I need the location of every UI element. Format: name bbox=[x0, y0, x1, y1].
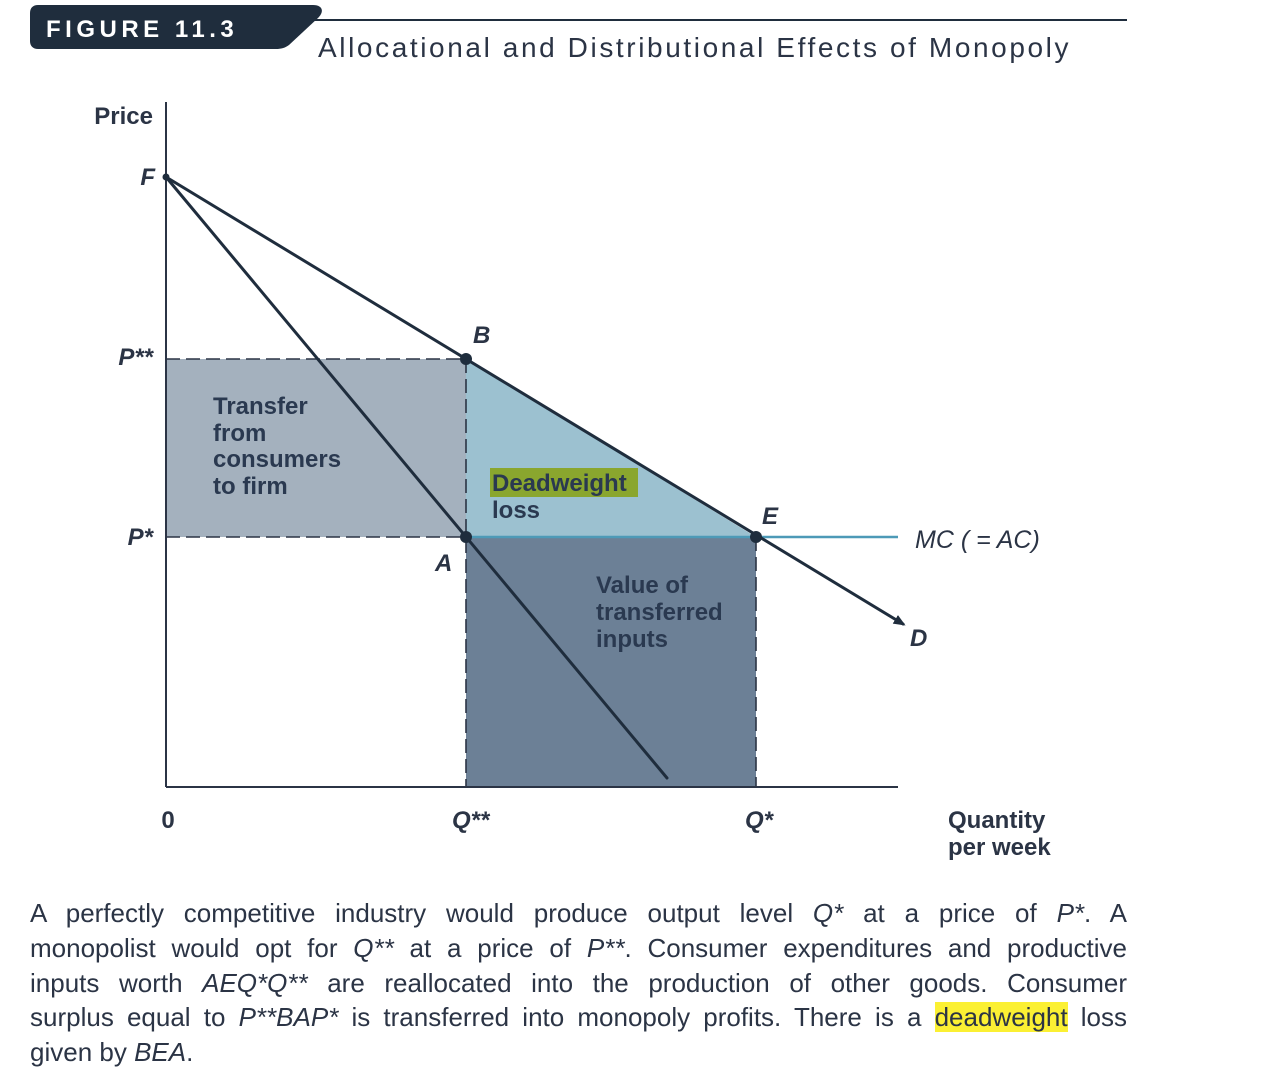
caption-text: loss bbox=[1067, 1002, 1127, 1033]
demand-curve bbox=[164, 175, 906, 626]
caption-symbol-bea: BEA bbox=[134, 1037, 187, 1068]
caption-text: monopolist would opt for bbox=[30, 932, 354, 963]
demand-curve-label: D bbox=[910, 625, 927, 652]
figure-number: FIGURE 11.3 bbox=[46, 16, 238, 43]
caption-symbol-p-star: P* bbox=[1056, 898, 1085, 928]
figure-header: FIGURE 11.3 Allocational and Distributio… bbox=[30, 5, 1127, 63]
figure-number-tab bbox=[30, 5, 322, 49]
x-axis-label-line1: Quantity bbox=[948, 807, 1046, 834]
figure-caption: A perfectly competitive industry would p… bbox=[30, 896, 1127, 1070]
p-double-star-label: P** bbox=[118, 344, 154, 371]
point-a bbox=[460, 531, 472, 543]
transfer-area bbox=[166, 359, 466, 537]
caption-text: surplus equal to bbox=[30, 1002, 239, 1033]
origin-label: 0 bbox=[161, 807, 174, 834]
q-double-star-label: Q** bbox=[452, 807, 491, 834]
caption-text: is transferred into monopoly profits. Th… bbox=[338, 1002, 935, 1033]
transfer-label-line4: to firm bbox=[213, 473, 288, 500]
caption-symbol-q-double-star: Q** bbox=[353, 932, 394, 963]
caption-text: A perfectly competitive industry would p… bbox=[30, 898, 813, 928]
caption-text: are reallocated into the production of o… bbox=[307, 967, 1128, 998]
transferred-inputs-region-label: Value of transferred inputs bbox=[596, 572, 723, 653]
transfer-label-line1: Transfer bbox=[213, 393, 308, 420]
inputs-label-line1: Value of bbox=[596, 572, 689, 599]
point-b bbox=[460, 353, 472, 365]
caption-symbol-p-double-star: P** bbox=[586, 932, 625, 963]
caption-line-5: given by BEA. bbox=[30, 1035, 1127, 1070]
caption-symbol-q-star: Q* bbox=[812, 898, 844, 928]
marginal-revenue-curve bbox=[164, 175, 669, 780]
transfer-region-label: Transfer from consumers to firm bbox=[213, 393, 341, 500]
caption-line-3: inputs worth AEQ*Q** are reallocated int… bbox=[30, 966, 1127, 1001]
p-star-label: P* bbox=[128, 524, 155, 551]
caption-line-1: A perfectly competitive industry would p… bbox=[30, 896, 1127, 931]
caption-text: inputs worth bbox=[30, 967, 203, 998]
figure-title: Allocational and Distributional Effects … bbox=[318, 32, 1071, 63]
guide-lines bbox=[166, 358, 757, 787]
caption-text: at a price of bbox=[843, 898, 1057, 928]
curve-points bbox=[162, 173, 762, 543]
caption-symbol-pbap: P**BAP* bbox=[238, 1002, 339, 1033]
transferred-inputs-area bbox=[466, 537, 756, 787]
caption-line-2: monopolist would opt for Q** at a price … bbox=[30, 931, 1127, 966]
deadweight-label-line2: loss bbox=[492, 497, 540, 524]
caption-text: . bbox=[186, 1037, 194, 1068]
marginal-cost-curve-label: MC ( = AC) bbox=[915, 526, 1040, 554]
caption-text: at a price of bbox=[393, 932, 587, 963]
caption-line-4: surplus equal to P**BAP* is transferred … bbox=[30, 1000, 1127, 1035]
x-axis-label-line2: per week bbox=[948, 834, 1051, 861]
axes bbox=[165, 102, 898, 788]
q-star-label: Q* bbox=[745, 807, 775, 834]
point-f-label: F bbox=[140, 164, 156, 191]
deadweight-label-line1: Deadweight bbox=[492, 470, 627, 497]
point-b-label: B bbox=[473, 322, 490, 349]
point-a-label: A bbox=[434, 550, 452, 577]
monopoly-figure: FIGURE 11.3 Allocational and Distributio… bbox=[30, 5, 1127, 861]
inputs-label-line2: transferred bbox=[596, 599, 723, 626]
point-f bbox=[162, 173, 170, 181]
caption-text: given by bbox=[30, 1037, 135, 1068]
deadweight-label-highlight bbox=[490, 468, 638, 497]
inputs-label-line3: inputs bbox=[596, 626, 668, 653]
caption-text: . Consumer expenditures and productive bbox=[624, 932, 1127, 963]
transfer-label-line3: consumers bbox=[213, 446, 341, 473]
caption-text: . A bbox=[1084, 898, 1127, 928]
transfer-label-line2: from bbox=[213, 420, 266, 447]
caption-symbol-aeqq: AEQ*Q** bbox=[202, 967, 308, 998]
y-axis-label: Price bbox=[94, 103, 153, 130]
caption-highlight-deadweight: deadweight bbox=[934, 1002, 1068, 1033]
deadweight-loss-region-label: Deadweight loss bbox=[490, 468, 638, 524]
point-e-label: E bbox=[762, 503, 779, 530]
point-e bbox=[750, 531, 762, 543]
